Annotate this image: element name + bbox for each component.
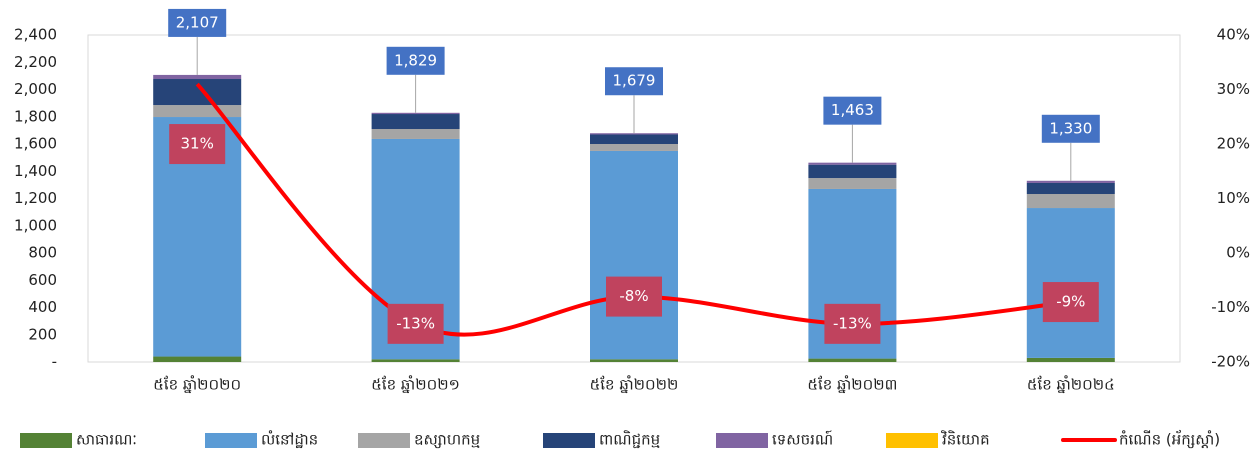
bar-segment: [371, 112, 460, 115]
legend-label: ឧស្សាហកម្ម: [414, 431, 480, 449]
y-tick-label: 1,200: [14, 189, 57, 207]
bar-segment: [153, 74, 242, 80]
legend-label: លំនៅដ្ឋាន: [261, 430, 318, 449]
bar-segment: [1026, 194, 1115, 209]
bar-segment: [808, 178, 897, 189]
x-tick-label: ៥ខែ ឆ្នាំ២០២២: [590, 375, 679, 394]
y-tick-label: 1,800: [14, 107, 57, 125]
total-label-box: [168, 8, 227, 37]
bar-segment: [371, 359, 460, 362]
total-label-box: [823, 96, 882, 125]
total-label: 1,679: [613, 72, 656, 90]
total-label-box: [1041, 114, 1100, 143]
bar-segment: [153, 105, 242, 118]
bar-segment: [590, 144, 678, 151]
y-tick-label: 200: [28, 325, 57, 343]
legend-swatch: [543, 433, 595, 448]
bar-segment: [153, 79, 242, 106]
legend-label: វិនិយោគ: [941, 430, 990, 449]
y2-tick-label: 10%: [1217, 189, 1250, 207]
legend-label: សាធារណៈ: [76, 431, 137, 449]
bar-segment: [808, 358, 897, 362]
bar-segment: [1026, 357, 1115, 362]
y2-tick-label: 40%: [1217, 26, 1250, 44]
total-label: 1,463: [831, 101, 874, 119]
y2-tick-label: -20%: [1211, 353, 1250, 371]
total-label: 1,330: [1049, 119, 1092, 137]
legend-swatch: [716, 433, 768, 448]
y-tick-label: 600: [28, 271, 57, 289]
y-tick-label: 2,000: [14, 80, 57, 98]
y2-tick-label: 20%: [1217, 135, 1250, 153]
y-tick-label: 400: [28, 298, 57, 316]
total-label: 1,829: [394, 51, 437, 69]
bar-segment: [1026, 180, 1115, 183]
y-tick-label: 2,200: [14, 53, 57, 71]
growth-label-box: [387, 303, 444, 344]
legend-swatch: [358, 433, 410, 448]
bar-segment: [808, 162, 897, 165]
y-tick-label: 800: [28, 244, 57, 262]
y-tick-label: -: [52, 353, 57, 371]
growth-label: -9%: [1056, 293, 1085, 311]
x-tick-label: ៥ខែ ឆ្នាំ២០២៤: [1027, 375, 1115, 394]
growth-label-box: [1042, 282, 1099, 323]
bar-segment: [371, 114, 460, 130]
y2-tick-label: 30%: [1217, 80, 1250, 98]
total-label-box: [605, 67, 663, 96]
growth-label-box: [169, 124, 226, 165]
y-tick-label: 2,400: [14, 26, 57, 44]
y2-tick-label: 0%: [1226, 244, 1250, 262]
legend-swatch: [886, 433, 938, 448]
bar-segment: [590, 359, 678, 362]
legend-label: ទេសចរណ៍: [772, 430, 833, 449]
growth-label-box: [606, 276, 662, 317]
y-tick-label: 1,000: [14, 216, 57, 234]
bar-segment: [590, 134, 678, 144]
y2-tick-label: -10%: [1211, 298, 1250, 316]
legend-label: ពាណិជ្ជកម្ម: [599, 430, 660, 449]
bar-segment: [808, 164, 897, 179]
growth-label-box: [824, 303, 881, 344]
bar-segment: [153, 356, 242, 362]
legend-swatch: [205, 433, 257, 448]
growth-label: -13%: [833, 314, 872, 332]
x-tick-label: ៥ខែ ឆ្នាំ២០២០: [153, 375, 241, 394]
y-tick-label: 1,400: [14, 162, 57, 180]
x-tick-label: ៥ខែ ឆ្នាំ២០២១: [371, 375, 460, 394]
growth-label: -13%: [396, 314, 435, 332]
x-tick-label: ៥ខែ ឆ្នាំ២០២៣: [807, 375, 897, 394]
bar-segment: [590, 133, 678, 135]
legend-swatch: [20, 433, 72, 448]
total-label: 2,107: [176, 13, 219, 31]
growth-label: 31%: [181, 135, 214, 153]
growth-label: -8%: [619, 287, 648, 305]
legend-label: កំណើន (អ័ក្សស្តាំ): [1119, 430, 1220, 449]
bar-segment: [371, 129, 460, 139]
bar-segment: [1026, 182, 1115, 195]
bar-segment: [590, 150, 678, 360]
total-label-box: [386, 46, 445, 75]
y-tick-label: 1,600: [14, 135, 57, 153]
